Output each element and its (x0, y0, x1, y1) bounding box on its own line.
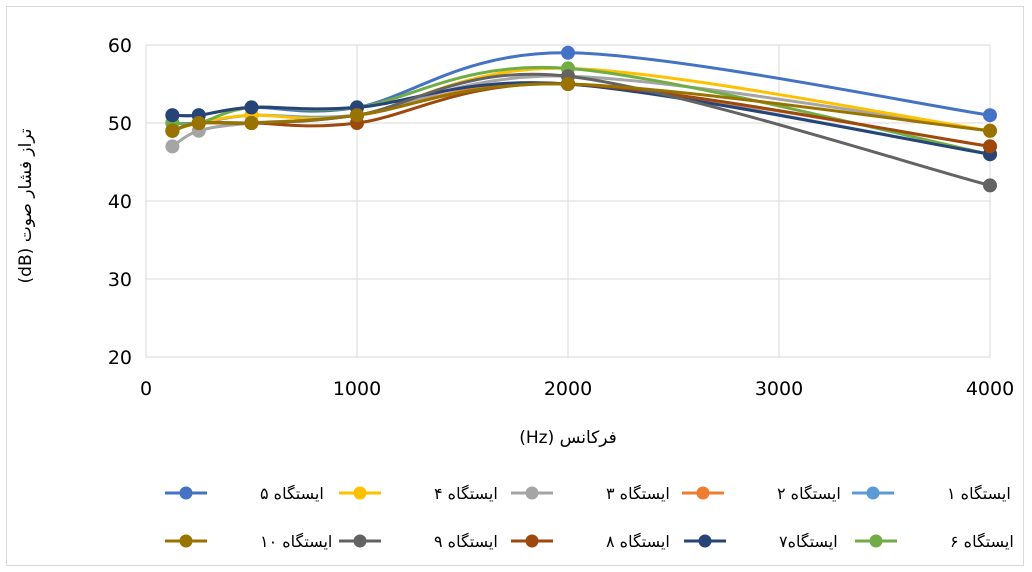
legend-item-4: ایستگاه ۴ (339, 484, 498, 503)
legend-item-3: ایستگاه ۳ (511, 484, 670, 503)
y-tick-label: 30 (108, 269, 132, 291)
legend-marker (698, 534, 712, 548)
data-point-series-7 (165, 108, 180, 123)
x-tick-label: 1000 (333, 378, 381, 400)
legend-label: ایستگاه ۵ (260, 484, 324, 503)
legend-item-9: ایستگاه ۹ (339, 532, 498, 551)
chart-frame: 0 1000 2000 3000 4000 20 30 40 50 60 فرکانس (Hz)… (6, 6, 1024, 566)
y-tick-label: 50 (108, 113, 132, 135)
legend-item-7: ایستگاه۷ (684, 532, 838, 551)
legend-marker (179, 486, 193, 500)
legend-marker (869, 534, 883, 548)
data-point-series-10 (165, 123, 180, 138)
legend-item-5: ایستگاه ۵ (165, 484, 324, 503)
data-point-series-10 (244, 116, 259, 130)
y-tick-label: 20 (108, 347, 132, 369)
legend-item-1: ایستگاه ۱ (852, 484, 1011, 503)
x-axis-title: فرکانس (Hz) (519, 428, 617, 448)
legend-label: ایستگاه ۱۰ (260, 532, 332, 551)
legend-marker (866, 486, 880, 500)
legend-marker (525, 534, 539, 548)
x-tick-label: 2000 (544, 378, 592, 400)
legend-label: ایستگاه ۳ (606, 484, 670, 503)
data-point-series-5 (983, 108, 997, 123)
legend-label: ایستگاه ۹ (434, 532, 498, 551)
legend-label: ایستگاه ۸ (606, 532, 670, 551)
legend-item-10: ایستگاه ۱۰ (165, 532, 332, 551)
legend-item-8: ایستگاه ۸ (511, 532, 670, 551)
legend-marker (353, 486, 367, 500)
series-markers (165, 45, 997, 193)
legend-marker (525, 486, 539, 500)
legend-marker (179, 534, 193, 548)
legend-label: ایستگاه ۴ (434, 484, 498, 503)
legend-item-6: ایستگاه ۶ (855, 532, 1014, 551)
x-tick-label: 0 (140, 378, 152, 400)
data-point-series-10 (561, 77, 575, 91)
data-point-series-9 (983, 178, 997, 193)
legend-label: ایستگاه ۱ (947, 484, 1011, 503)
data-point-series-10 (191, 116, 206, 130)
legend: ایستگاه ۱ ایستگاه ۲ ایستگاه ۳ ایستگاه ۴ ایست… (165, 484, 1014, 551)
data-point-series-10 (983, 123, 997, 138)
legend-label: ایستگاه۷ (779, 532, 838, 551)
x-tick-label: 4000 (966, 378, 1014, 400)
series-lines (171, 51, 991, 187)
y-axis-ticks: 20 30 40 50 60 (108, 35, 132, 369)
data-point-series-10 (350, 108, 364, 123)
legend-item-2: ایستگاه ۲ (682, 484, 841, 503)
data-point-series-5 (561, 45, 575, 60)
legend-marker (353, 534, 367, 548)
legend-label: ایستگاه ۲ (777, 484, 841, 503)
data-point-series-8 (983, 139, 997, 154)
x-tick-label: 3000 (755, 378, 803, 400)
y-axis-title: تراز فشار صوت (dB) (16, 128, 36, 283)
data-point-series-7 (244, 100, 259, 115)
y-tick-label: 40 (108, 191, 132, 213)
data-point-series-3 (165, 139, 180, 154)
legend-label: ایستگاه ۶ (950, 532, 1014, 551)
legend-marker (696, 486, 710, 500)
y-tick-label: 60 (108, 35, 132, 57)
line-chart: 0 1000 2000 3000 4000 20 30 40 50 60 فرکانس (Hz)… (16, 35, 1014, 551)
x-axis-ticks: 0 1000 2000 3000 4000 (140, 378, 1014, 400)
